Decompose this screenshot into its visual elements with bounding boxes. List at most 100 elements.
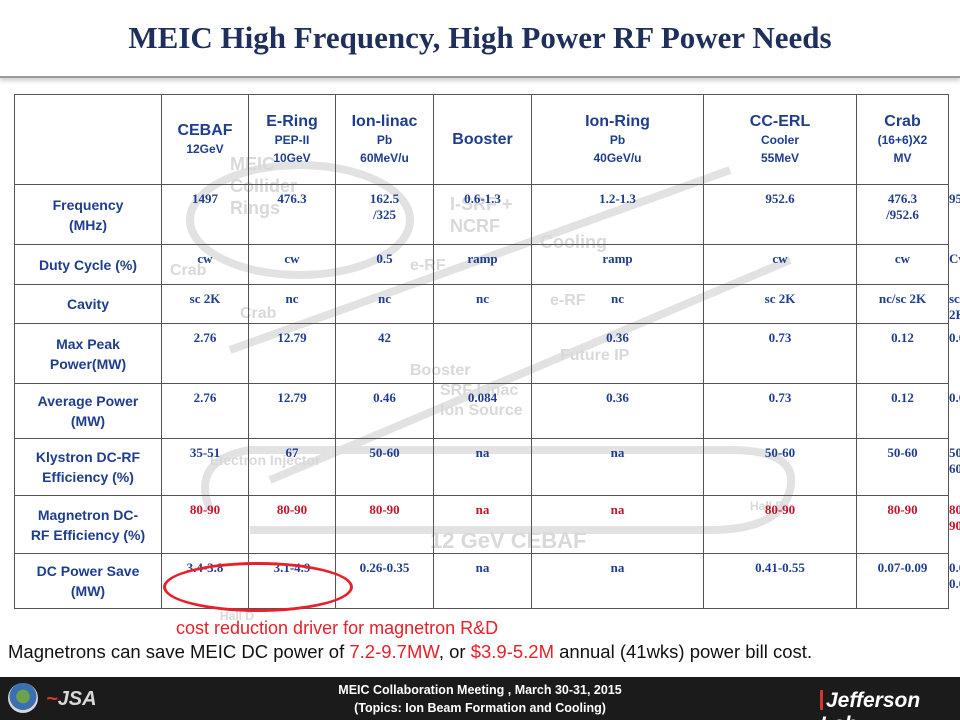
- table-cell: 0.36: [531, 383, 704, 439]
- summary-suffix: annual (41wks) power bill cost.: [554, 641, 813, 662]
- table-cell: na: [531, 553, 704, 609]
- header-row: CEBAF 12GeV E-Ring PEP-II 10GeV Ion-linac Pb 60…: [14, 94, 949, 185]
- doe-seal-logo: [8, 683, 38, 713]
- table-cell: 0.36: [531, 323, 704, 384]
- column-header-name: CC-ERL: [749, 113, 811, 130]
- summary-middle: , or: [438, 641, 471, 662]
- row-label-line: Power(MW): [49, 355, 127, 372]
- column-header: CEBAF 12GeV: [161, 94, 249, 185]
- jefferson-lab-logo-text: Jefferson Lab: [820, 689, 921, 720]
- table-cell: 80-90: [161, 495, 249, 554]
- table-cell: 1.2-1.3: [531, 184, 704, 245]
- column-header-subtitle: 60MeV/u: [360, 151, 409, 165]
- column-header-name: Crab: [884, 113, 921, 130]
- row-label: Magnetron DC- RF Efficiency (%): [14, 495, 162, 554]
- table-cell: cw: [161, 244, 249, 285]
- table-cell: 2.76: [161, 323, 249, 384]
- row-label-line: DC Power Save: [36, 563, 140, 579]
- page-title: MEIC High Frequency, High Power RF Power…: [128, 20, 832, 55]
- table-row: Frequency (MHz) 1497 476.3 162.5/325 0.6-1.3 1…: [14, 184, 960, 245]
- column-header-subtitle: Cooler: [760, 133, 799, 147]
- row-label: Klystron DC-RF Efficiency (%): [14, 438, 162, 496]
- table-cell: 0.12: [856, 383, 949, 439]
- title-bar: MEIC High Frequency, High Power RF Power…: [0, 0, 960, 78]
- table-cell: nc: [433, 284, 532, 324]
- column-header-subtitle: 12GeV: [186, 142, 224, 156]
- table-cell: na: [433, 438, 532, 496]
- table-cell: 0.6-1.3: [433, 184, 532, 245]
- row-label-line: Cavity: [66, 296, 110, 312]
- table-cell: 67: [248, 438, 336, 496]
- column-header-subtitle: 40GeV/u: [593, 151, 642, 165]
- column-header-subtitle: Pb: [376, 133, 393, 147]
- column-header-name: CEBAF: [177, 122, 233, 139]
- row-label: Cavity: [14, 284, 162, 324]
- table-row: Klystron DC-RF Efficiency (%) 35-51 67 50-60…: [14, 438, 960, 496]
- table-cell: 0.73: [703, 323, 857, 384]
- table-cell: 476.3/952.6: [856, 184, 949, 245]
- row-label-line: RF Efficiency (%): [30, 526, 146, 543]
- column-header: CC-ERL Cooler 55MeV: [703, 94, 857, 185]
- table-cell: sc 2K: [703, 284, 857, 324]
- column-header-subtitle: Pb: [609, 133, 626, 147]
- table-cell: na: [531, 495, 704, 554]
- row-label-line: Magnetron DC-: [37, 506, 139, 523]
- table-cell: nc: [248, 284, 336, 324]
- column-header: Booster: [433, 94, 532, 185]
- row-label-line: (MW): [70, 583, 106, 599]
- summary-prefix: Magnetrons can save MEIC DC power of: [8, 641, 350, 662]
- table-cell: 0.73: [703, 383, 857, 439]
- table-cell: 80-90: [856, 495, 949, 554]
- column-header: Crab (16+6)X2 MV: [856, 94, 949, 185]
- jsa-logo-text: JSA: [57, 688, 97, 710]
- rf-power-table: CEBAF 12GeV E-Ring PEP-II 10GeV Ion-linac Pb 60…: [14, 94, 960, 609]
- table-cell: nc/sc 2K: [856, 284, 949, 324]
- table-cell-line: /325: [372, 207, 397, 222]
- column-header-name: E-Ring: [266, 113, 318, 130]
- table-cell: 476.3: [248, 184, 336, 245]
- summary-power-value: 7.2-9.7MW: [349, 641, 439, 662]
- column-header-subtitle: MV: [893, 151, 912, 165]
- table-row: Average Power (MW) 2.76 12.79 0.46 0.084 0.36 0…: [14, 383, 960, 439]
- header-corner-cell: [14, 94, 162, 185]
- row-label-line: (MHz): [68, 216, 108, 233]
- row-label: Duty Cycle (%): [14, 244, 162, 285]
- column-header-subtitle: 55MeV: [760, 151, 800, 165]
- table-cell: 0.41-0.55: [703, 553, 857, 609]
- table-cell: 0.07-0.09: [856, 553, 949, 609]
- table-cell-line: 476.3: [887, 191, 918, 206]
- table-cell: 952.6: [703, 184, 857, 245]
- table-cell: sc 2K: [161, 284, 249, 324]
- table-cell: [433, 323, 532, 384]
- column-header-subtitle: (16+6)X2: [877, 133, 928, 147]
- row-label-line: Frequency: [52, 196, 124, 213]
- table-cell: ramp: [531, 244, 704, 285]
- column-header-name: Ion-Ring: [585, 113, 650, 130]
- row-label-line: (MW): [70, 413, 106, 429]
- table-cell: 80-90: [335, 495, 434, 554]
- column-header: E-Ring PEP-II 10GeV: [248, 94, 336, 185]
- table-cell: 12.79: [248, 323, 336, 384]
- row-label-line: Max Peak: [56, 335, 120, 352]
- table-cell: cw: [703, 244, 857, 285]
- table-cell: 12.79: [248, 383, 336, 439]
- row-label-line: Average Power: [37, 393, 139, 409]
- table-cell: na: [433, 495, 532, 554]
- row-label: Frequency (MHz): [14, 184, 162, 245]
- table-cell: 35-51: [161, 438, 249, 496]
- row-label: Average Power (MW): [14, 383, 162, 439]
- jsa-logo: ~JSA: [46, 688, 97, 710]
- table-cell: cw: [856, 244, 949, 285]
- table-cell: nc: [335, 284, 434, 324]
- row-label: Max Peak Power(MW): [14, 323, 162, 384]
- column-header-name: Ion-linac: [351, 113, 418, 130]
- column-header-subtitle: PEP-II: [274, 133, 310, 147]
- table-row: Max Peak Power(MW) 2.76 12.79 42 0.36 0.73 0.12…: [14, 323, 960, 384]
- summary-text: Magnetrons can save MEIC DC power of 7.2…: [8, 641, 812, 663]
- table-cell: nc: [531, 284, 704, 324]
- summary-cost-value: $3.9-5.2M: [470, 641, 554, 662]
- table-cell: 0.5: [335, 244, 434, 285]
- table-cell: ramp: [433, 244, 532, 285]
